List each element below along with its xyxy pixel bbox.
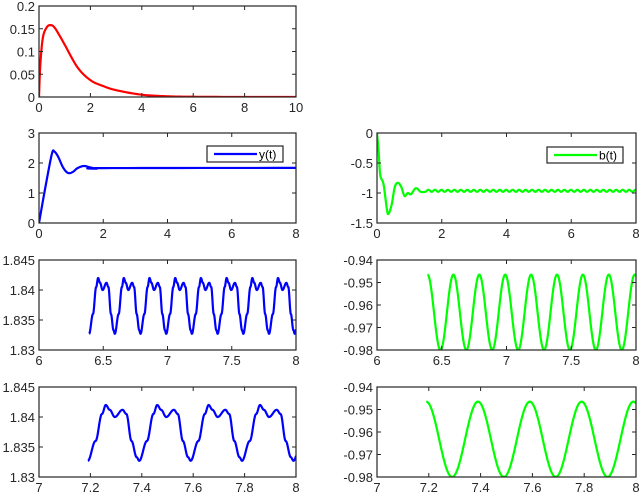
y-tick-label: 0 [28, 90, 35, 105]
x-tick-label: 8 [292, 226, 299, 241]
x-tick-label: 7.8 [575, 480, 593, 493]
x-tick-label: 2 [100, 226, 107, 241]
y-tick-label: -0.98 [343, 470, 373, 485]
x-tick-label: 8 [632, 353, 639, 368]
y-tick-label: 1.845 [2, 380, 35, 395]
y-tick-label: 0.05 [10, 67, 35, 82]
x-tick-label: 7 [35, 480, 42, 493]
legend-label: y(t) [259, 148, 276, 162]
subplot-5: 6 6.5 7 7.5 8 -0.98 -0.97 -0.96 -0.95 -0.94 [343, 253, 639, 368]
x-tick-label: 8 [292, 353, 299, 368]
y-tick-label: 1.83 [10, 343, 35, 358]
x-tick-label: 7 [503, 353, 510, 368]
x-tick-label: 4 [503, 226, 510, 241]
axes-box [38, 259, 297, 351]
x-tick-label: 8 [632, 480, 639, 493]
y-tick-label: 0.1 [17, 45, 35, 60]
x-tick-label: 8 [292, 480, 299, 493]
y-tick-label: -1.5 [351, 216, 373, 231]
series-line [39, 149, 296, 223]
x-tick-label: 7.6 [523, 480, 541, 493]
x-tick-label: 4 [164, 226, 171, 241]
x-tick-label: 0 [373, 226, 380, 241]
subplot-4: 6 6.5 7 7.5 8 1.83 1.835 1.84 1.845 [2, 253, 299, 368]
y-tick-label: 0.2 [17, 0, 35, 14]
legend-label: b(t) [599, 149, 617, 163]
x-tick-label: 10 [289, 100, 303, 115]
y-tick-label: -0.98 [343, 343, 373, 358]
subplot-3: 0 2 4 6 8 -1.5 -1 -0.5 0 b(t) [351, 126, 640, 241]
x-tick-label: 7 [373, 480, 380, 493]
y-tick-label: -0.95 [343, 276, 373, 291]
y-tick-label: -0.96 [343, 298, 373, 313]
y-tick-label: -0.5 [351, 156, 373, 171]
y-tick-label: 1.835 [2, 440, 35, 455]
y-tick-label: -0.94 [343, 380, 373, 395]
x-tick-label: 0 [35, 100, 42, 115]
x-tick-label: 6 [35, 353, 42, 368]
series-line [426, 273, 636, 350]
x-tick-label: 4 [138, 100, 145, 115]
x-tick-label: 7.5 [223, 353, 241, 368]
y-tick-label: 0.15 [10, 22, 35, 37]
subplot-7: 7 7.2 7.4 7.6 7.8 8 -0.98 -0.97 -0.96 -0.95 -0.94 [343, 380, 639, 493]
x-tick-label: 2 [87, 100, 94, 115]
x-tick-label: 7.8 [236, 480, 254, 493]
y-tick-label: 0 [366, 126, 373, 141]
y-tick-label: 1.835 [2, 313, 35, 328]
y-tick-label: 1.83 [10, 470, 35, 485]
x-tick-label: 2 [438, 226, 445, 241]
y-tick-label: 1.845 [2, 253, 35, 268]
y-tick-label: -1 [361, 186, 373, 201]
x-tick-label: 7.2 [81, 480, 99, 493]
axes-box [38, 5, 297, 98]
axes-box [376, 259, 637, 351]
y-tick-label: -0.95 [343, 403, 373, 418]
x-tick-label: 6 [373, 353, 380, 368]
x-tick-label: 7.5 [562, 353, 580, 368]
subplot-6: 7 7.2 7.4 7.6 7.8 8 1.83 1.835 1.84 1.845 [2, 380, 299, 493]
legend: b(t) [546, 146, 624, 164]
y-tick-label: 1.84 [10, 410, 35, 425]
x-tick-label: 8 [241, 100, 248, 115]
subplot-1: 0 2 4 6 8 10 0 0.05 0.1 0.15 0.2 [10, 0, 304, 115]
y-tick-label: 2 [28, 156, 35, 171]
x-tick-label: 6.5 [94, 353, 112, 368]
x-tick-label: 6 [228, 226, 235, 241]
y-tick-label: 1 [28, 186, 35, 201]
y-tick-label: -0.96 [343, 425, 373, 440]
axes-box [376, 386, 637, 478]
legend: y(t) [206, 145, 284, 163]
series-line [87, 403, 296, 462]
x-tick-label: 7.4 [472, 480, 490, 493]
y-tick-label: 0 [28, 216, 35, 231]
x-tick-label: 6.5 [433, 353, 451, 368]
x-tick-label: 7.6 [184, 480, 202, 493]
x-tick-label: 8 [632, 226, 639, 241]
x-tick-label: 7.2 [420, 480, 438, 493]
y-tick-label: -0.97 [343, 321, 373, 336]
x-tick-label: 0 [35, 226, 42, 241]
series-line [377, 133, 636, 216]
x-tick-label: 6 [190, 100, 197, 115]
series-line [425, 400, 636, 477]
y-tick-label: -0.97 [343, 448, 373, 463]
y-tick-label: 3 [28, 126, 35, 141]
axes-box [38, 386, 297, 478]
series-line [39, 24, 296, 97]
x-tick-label: 6 [568, 226, 575, 241]
x-tick-label: 7.4 [133, 480, 151, 493]
y-tick-label: -0.94 [343, 253, 373, 268]
subplot-2: 0 2 4 6 8 0 1 2 3 y(t) [28, 126, 300, 241]
y-tick-label: 1.84 [10, 283, 35, 298]
series-line [88, 276, 296, 335]
x-tick-label: 7 [164, 353, 171, 368]
